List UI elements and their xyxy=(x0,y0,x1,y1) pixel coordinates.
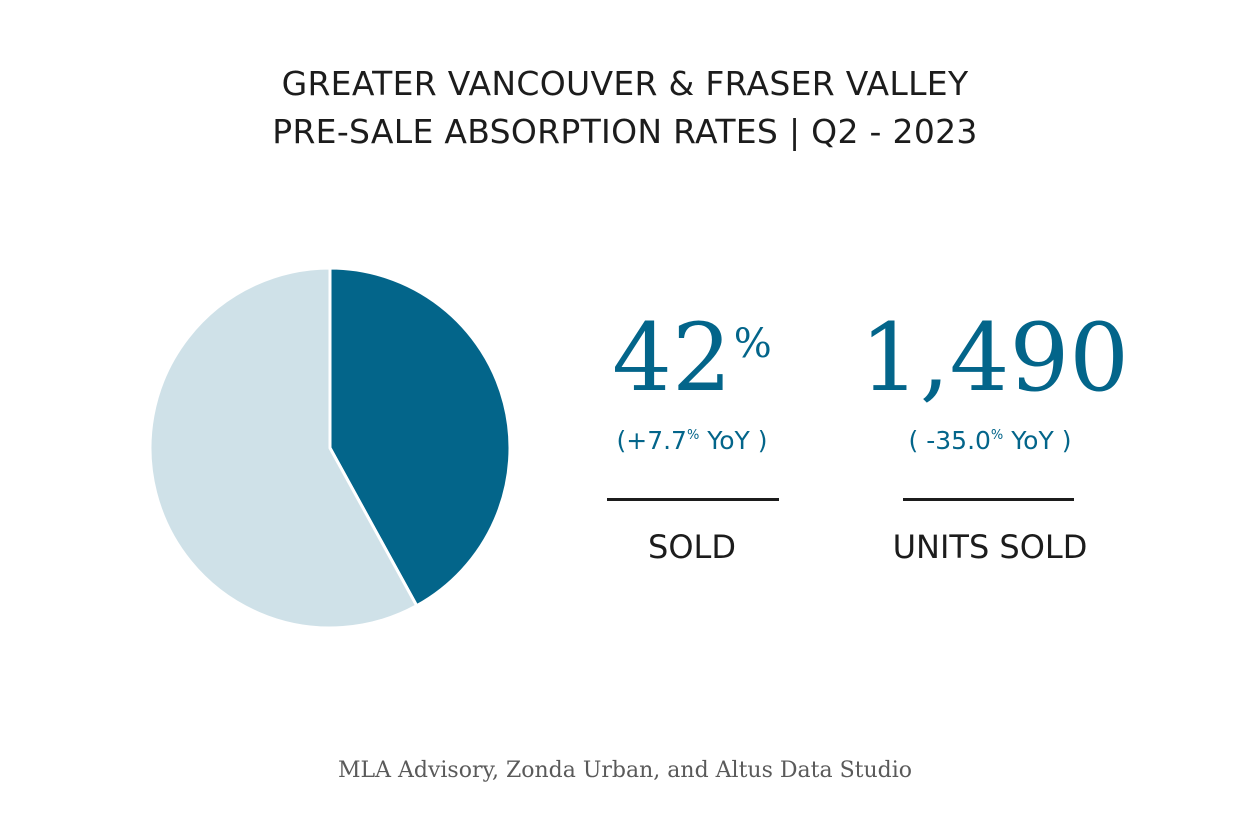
units-sold-label: UNITS SOLD xyxy=(892,528,1088,566)
units-yoy-tail: YoY ) xyxy=(1003,426,1072,455)
chart-title-line-1: GREATER VANCOUVER & FRASER VALLEY xyxy=(281,64,969,103)
units-yoy-prefix: ( -35.0 xyxy=(908,426,991,455)
pie-slice-unsold xyxy=(148,266,419,630)
source-credit: MLA Advisory, Zonda Urban, and Altus Dat… xyxy=(337,758,913,783)
stat-units-sold: 1,490 ( -35.0% YoY ) UNITS SOLD xyxy=(860,0,1130,834)
sold-yoy-change: (+7.7% YoY ) xyxy=(587,426,797,455)
sold-yoy-tail: YoY ) xyxy=(699,426,768,455)
units-divider xyxy=(903,498,1074,501)
units-yoy-percent-sign: % xyxy=(990,428,1004,443)
chart-title-line-2: PRE-SALE ABSORPTION RATES | Q2 - 2023 xyxy=(272,112,978,151)
sold-divider xyxy=(607,498,779,501)
units-sold-value: 1,490 xyxy=(860,304,1130,413)
sold-label: SOLD xyxy=(648,528,736,566)
sold-yoy-percent-sign: % xyxy=(686,428,700,443)
sold-yoy-prefix: (+7.7 xyxy=(616,426,687,455)
pie-slice-sold xyxy=(328,266,512,608)
units-yoy-change: ( -35.0% YoY ) xyxy=(860,426,1120,455)
sold-percent-sign: % xyxy=(733,321,772,367)
stat-sold: 42% (+7.7% YoY ) SOLD xyxy=(587,0,797,834)
pie-chart xyxy=(148,266,512,630)
sold-percent-number: 42 xyxy=(612,304,732,413)
sold-percent-value: 42% xyxy=(587,312,797,406)
